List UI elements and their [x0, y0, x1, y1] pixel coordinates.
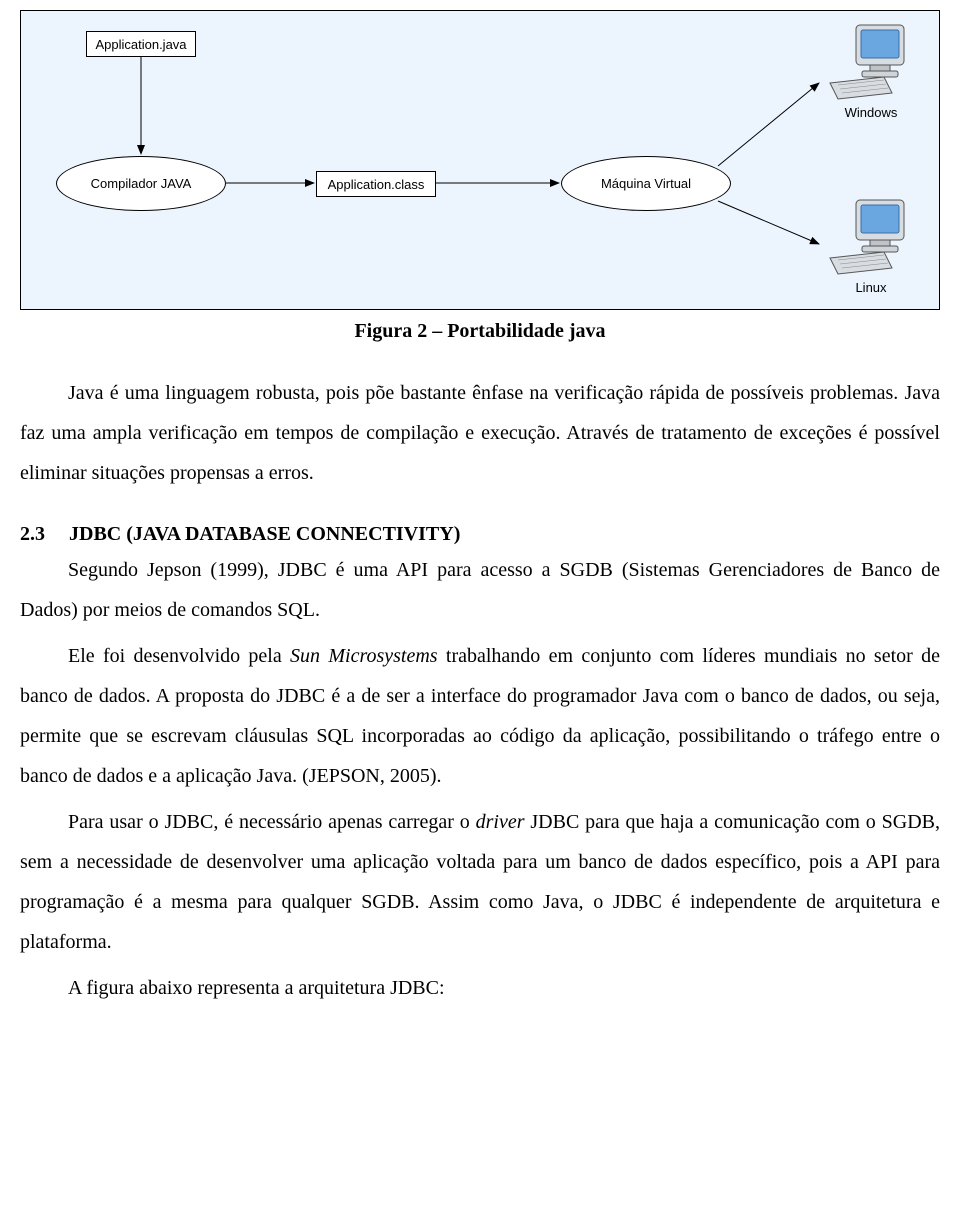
- computer-label: Windows: [811, 105, 931, 120]
- node-application-java: Application.java: [86, 31, 196, 57]
- computer-label: Linux: [811, 280, 931, 295]
- node-computer-linux: Linux: [811, 196, 931, 295]
- node-label: Compilador JAVA: [91, 176, 192, 191]
- paragraph: Para usar o JDBC, é necessário apenas ca…: [20, 802, 940, 962]
- section-number: 2.3: [20, 523, 64, 546]
- computer-icon: [826, 21, 916, 101]
- section-heading: 2.3 JDBC (JAVA DATABASE CONNECTIVITY): [20, 523, 940, 546]
- paragraph: A figura abaixo representa a arquitetura…: [20, 968, 940, 1008]
- italic-term: driver: [476, 811, 525, 833]
- node-virtual-machine: Máquina Virtual: [561, 156, 731, 211]
- italic-term: Sun Microsystems: [290, 645, 438, 667]
- document-body: Figura 2 – Portabilidade java Java é uma…: [0, 320, 960, 1028]
- section-title: JDBC (JAVA DATABASE CONNECTIVITY): [69, 523, 460, 545]
- node-label: Application.class: [328, 177, 425, 192]
- node-computer-windows: Windows: [811, 21, 931, 120]
- text-run: Para usar o JDBC, é necessário apenas ca…: [68, 811, 476, 833]
- node-compiler-java: Compilador JAVA: [56, 156, 226, 211]
- paragraph: Ele foi desenvolvido pela Sun Microsyste…: [20, 636, 940, 796]
- paragraph: Java é uma linguagem robusta, pois põe b…: [20, 373, 940, 493]
- node-application-class: Application.class: [316, 171, 436, 197]
- figure-caption: Figura 2 – Portabilidade java: [20, 320, 940, 343]
- paragraph: Segundo Jepson (1999), JDBC é uma API pa…: [20, 550, 940, 630]
- computer-icon: [826, 196, 916, 276]
- portability-diagram: Application.java Compilador JAVA Applica…: [20, 10, 940, 310]
- node-label: Application.java: [95, 37, 186, 52]
- node-label: Máquina Virtual: [601, 176, 691, 191]
- text-run: Ele foi desenvolvido pela: [68, 645, 290, 667]
